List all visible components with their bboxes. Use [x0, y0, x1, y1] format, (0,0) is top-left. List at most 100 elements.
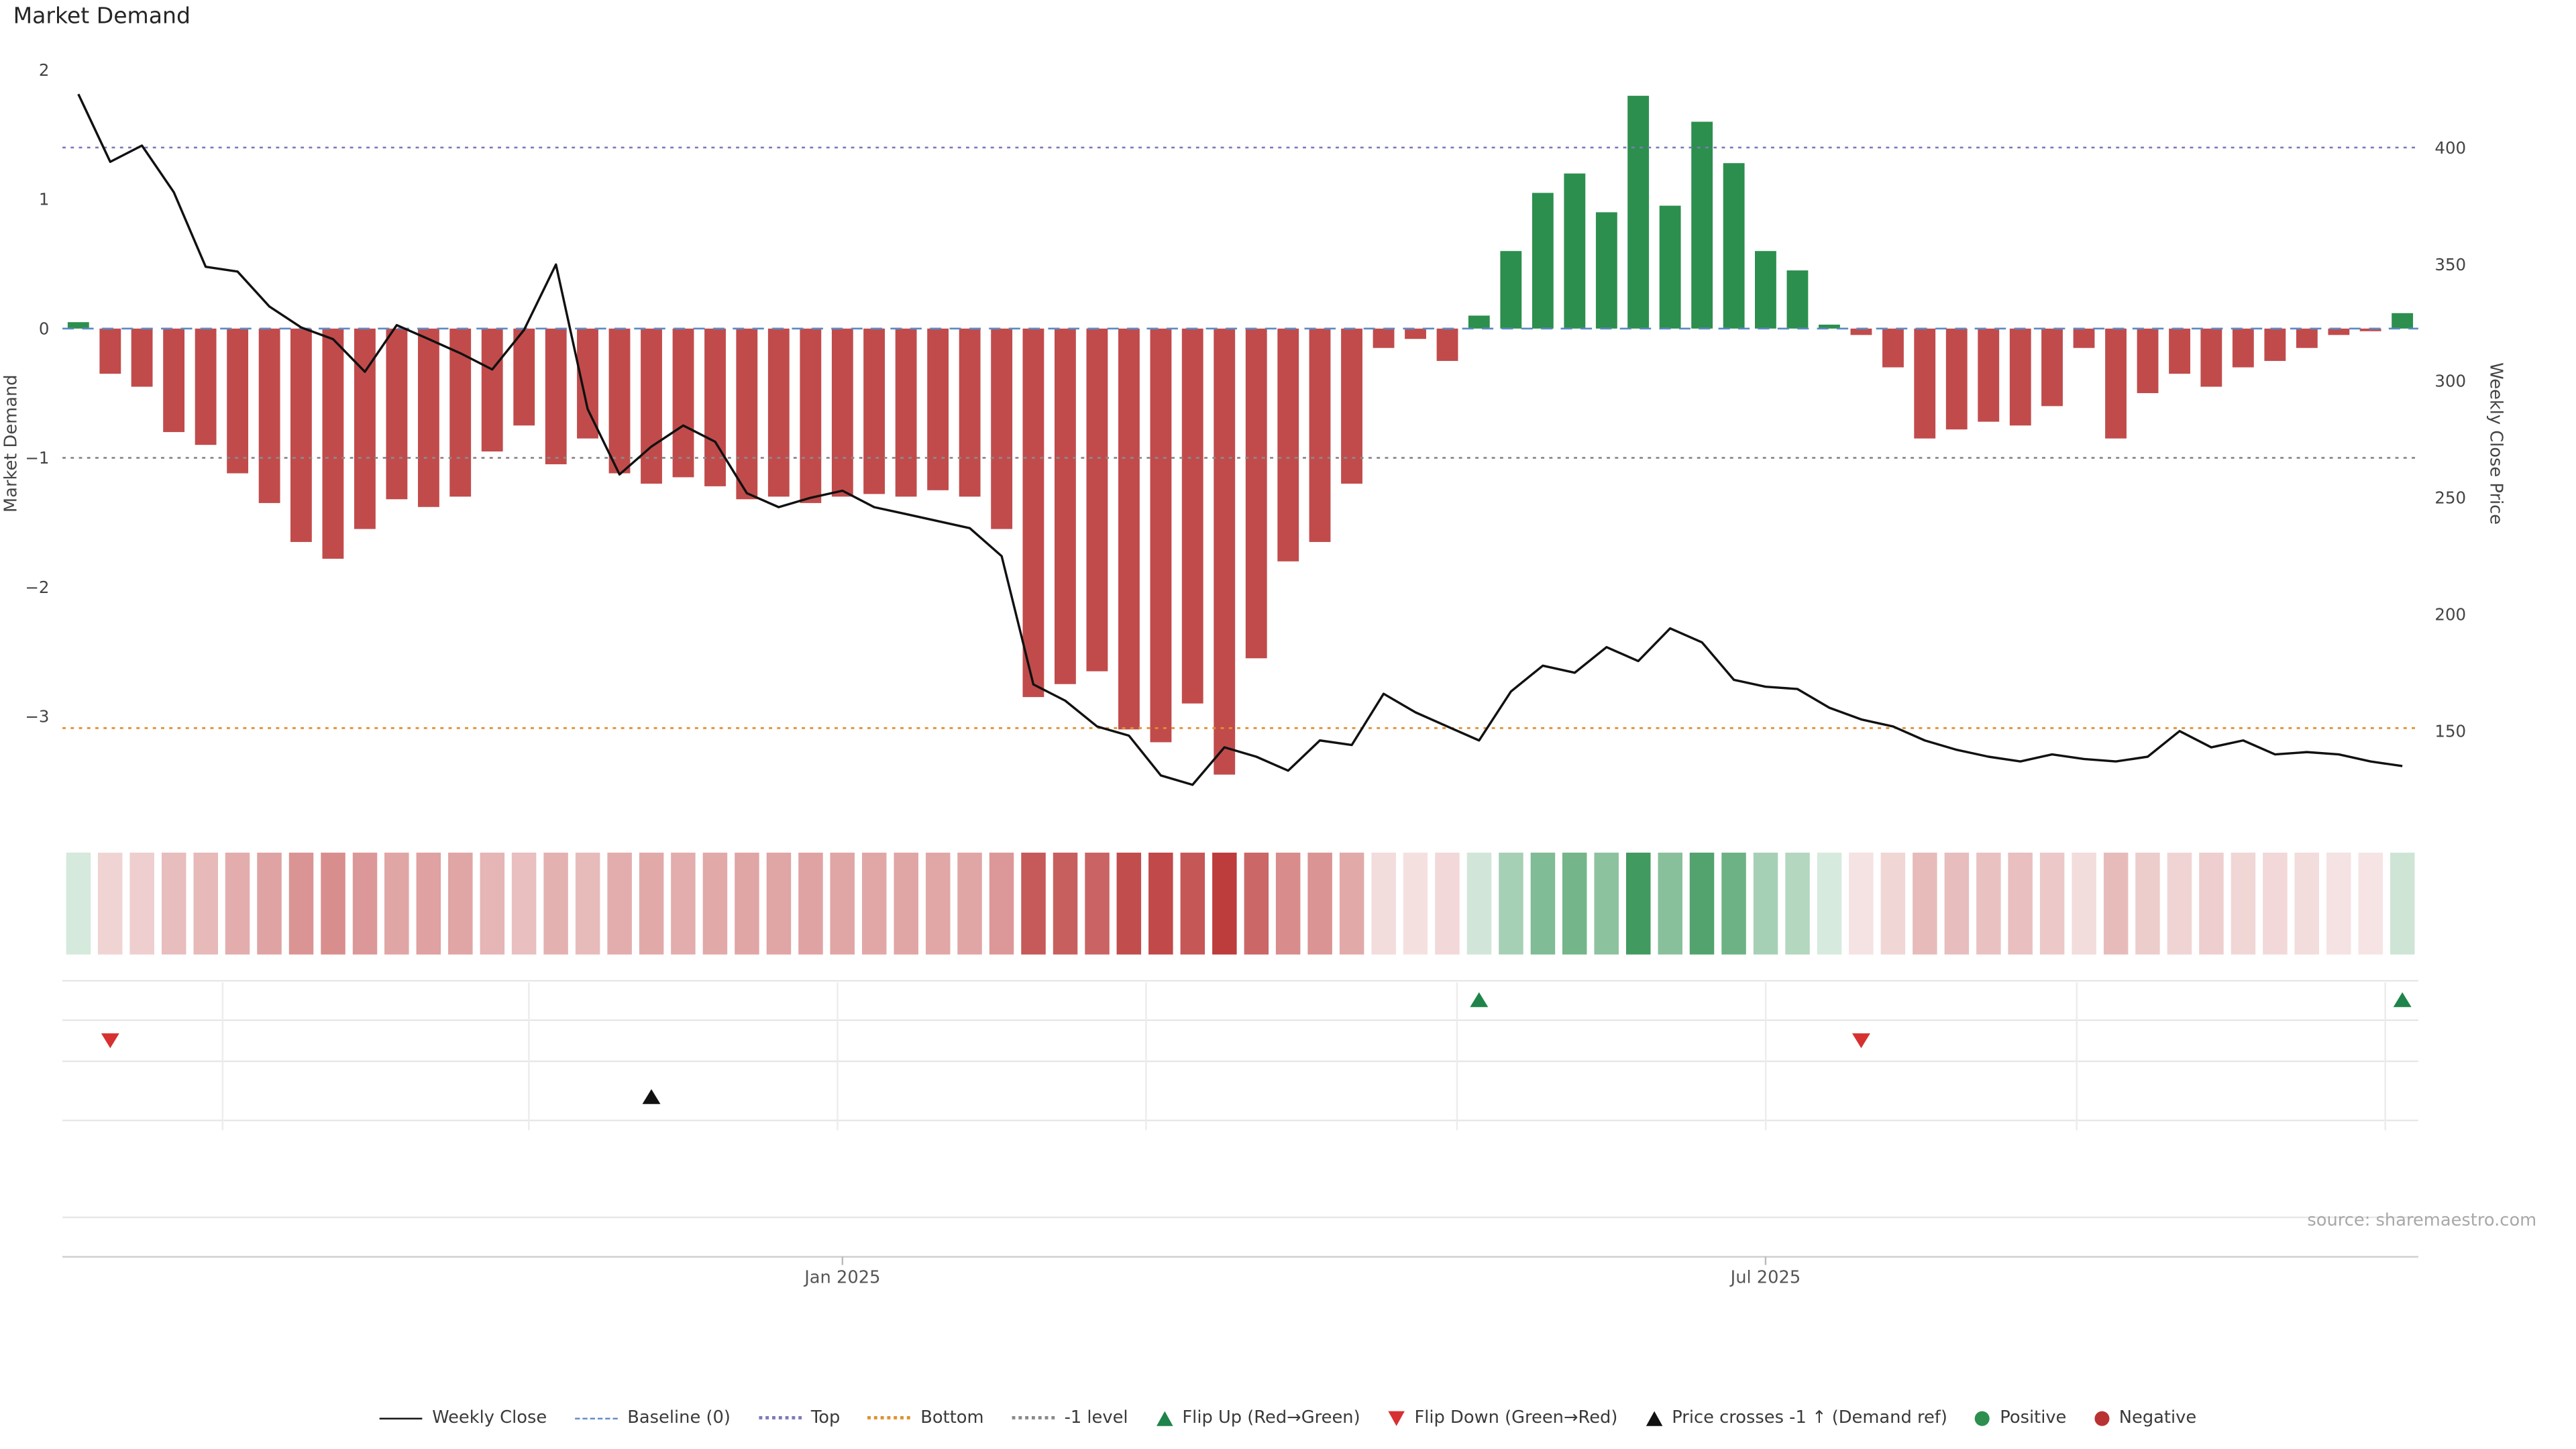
x-tick-label: Jan 2025	[803, 1268, 880, 1288]
demand-bar	[2359, 328, 2381, 331]
demand-bar	[2041, 328, 2063, 407]
demand-bar	[1755, 251, 1776, 329]
heatmap-cell	[2326, 853, 2351, 955]
heatmap-cell	[1180, 853, 1205, 955]
heatmap-cell	[1371, 853, 1396, 955]
heatmap-cell	[607, 853, 632, 955]
heatmap-cell	[480, 853, 505, 955]
demand-bar	[1564, 173, 1586, 329]
demand-bar	[2264, 328, 2286, 362]
legend-item: -1 level	[1012, 1408, 1128, 1428]
heatmap-cell	[766, 853, 792, 955]
legend-marker-tri_down	[1388, 1410, 1405, 1426]
demand-bar	[1341, 328, 1362, 484]
heatmap-cell	[1275, 853, 1301, 955]
demand-bar	[258, 328, 280, 503]
demand-bar	[1914, 328, 1936, 439]
legend-label: Negative	[2118, 1407, 2197, 1428]
demand-bar	[1086, 328, 1108, 672]
flip-down-marker	[1851, 1033, 1870, 1049]
legend-label: -1 level	[1064, 1407, 1128, 1428]
demand-bar	[1627, 95, 1650, 329]
heatmap-cell	[735, 853, 759, 955]
demand-bar	[608, 328, 631, 474]
demand-bar	[895, 328, 917, 497]
demand-bar	[831, 328, 853, 497]
demand-bar	[2009, 328, 2031, 426]
heatmap-cell	[511, 853, 537, 955]
demand-bar	[418, 328, 439, 507]
heatmap-cell	[2294, 853, 2319, 955]
demand-bar	[1118, 328, 1140, 730]
right-axis-tick: 200	[2434, 604, 2466, 624]
right-axis-tick: 300	[2434, 372, 2466, 391]
left-axis-tick: 1	[39, 190, 50, 209]
flip-up-marker	[2393, 992, 2412, 1008]
demand-bar	[1150, 328, 1172, 743]
source-credit: source: sharemaestro.com	[2307, 1210, 2536, 1230]
heatmap-cell	[1435, 853, 1460, 955]
demand-bar	[1978, 328, 2000, 422]
demand-bar	[672, 328, 694, 478]
heatmap-cell	[2390, 853, 2415, 955]
heatmap-cell	[1085, 853, 1110, 955]
demand-bar	[641, 328, 662, 484]
legend-marker-line	[379, 1417, 423, 1419]
demand-bar	[2200, 328, 2222, 387]
demand-bar	[1245, 328, 1267, 659]
demand-bar	[1786, 270, 1809, 329]
heatmap-cell	[830, 853, 855, 955]
demand-bar	[290, 328, 312, 542]
demand-bar	[927, 328, 949, 490]
heatmap-cell	[1594, 853, 1619, 955]
legend-item: Price crosses -1 ↑ (Demand ref)	[1646, 1408, 1947, 1428]
legend-marker-tri_up	[1646, 1410, 1662, 1426]
demand-bar	[2232, 328, 2254, 368]
chart-canvas: 2 1 0 −1 −2 −3 400 350 300 250 200 150 Market Demand…	[1, 60, 2536, 1288]
legend-label: Positive	[2000, 1407, 2067, 1428]
heatmap-cell	[2135, 853, 2160, 955]
demand-bar	[354, 328, 376, 529]
demand-bar	[1659, 205, 1681, 329]
demand-bar	[1819, 324, 1840, 329]
demand-bar	[1436, 328, 1458, 362]
heatmap-cell	[1562, 853, 1587, 955]
demand-bar	[1309, 328, 1331, 542]
demand-bar	[99, 328, 121, 374]
right-axis-tick: 250	[2434, 488, 2466, 508]
heatmap-cell	[894, 853, 918, 955]
demand-bar	[959, 328, 981, 497]
right-axis-tick: 400	[2434, 138, 2466, 158]
legend-label: Flip Down (Green→Red)	[1414, 1407, 1618, 1428]
heatmap-cell	[97, 853, 123, 955]
heatmap-cell	[2072, 853, 2096, 955]
heatmap-cell	[1499, 853, 1523, 955]
demand-bar	[1055, 328, 1076, 684]
heatmap-cell	[321, 853, 345, 955]
heatmap-cell	[798, 853, 823, 955]
heatmap-cell	[1976, 853, 2001, 955]
heatmap-cell	[861, 853, 887, 955]
heatmap-cell	[352, 853, 378, 955]
demand-bar	[2169, 328, 2190, 374]
heatmap-cell	[1339, 853, 1364, 955]
demand-bar	[1691, 121, 1713, 329]
heatmap-cell	[2231, 853, 2256, 955]
right-axis-tick: 350	[2434, 255, 2466, 274]
legend-marker-dot	[2094, 1410, 2110, 1426]
heatmap-cell	[2008, 853, 2033, 955]
demand-bar	[2105, 328, 2127, 439]
chart-title: Market Demand	[13, 3, 191, 30]
heatmap-cell	[2358, 853, 2383, 955]
heatmap-cell	[1849, 853, 1874, 955]
heatmap-cell	[2167, 853, 2192, 955]
heatmap-cell	[288, 853, 314, 955]
heatmap-cell	[416, 853, 441, 955]
legend-marker-dotted	[758, 1416, 802, 1419]
demand-bar	[1373, 328, 1395, 348]
heatmap-cell	[1626, 853, 1651, 955]
x-tick-label: Jul 2025	[1729, 1268, 1801, 1288]
demand-bar	[2392, 313, 2414, 329]
legend-item: Top	[758, 1408, 840, 1428]
flip-down-marker	[101, 1033, 119, 1049]
